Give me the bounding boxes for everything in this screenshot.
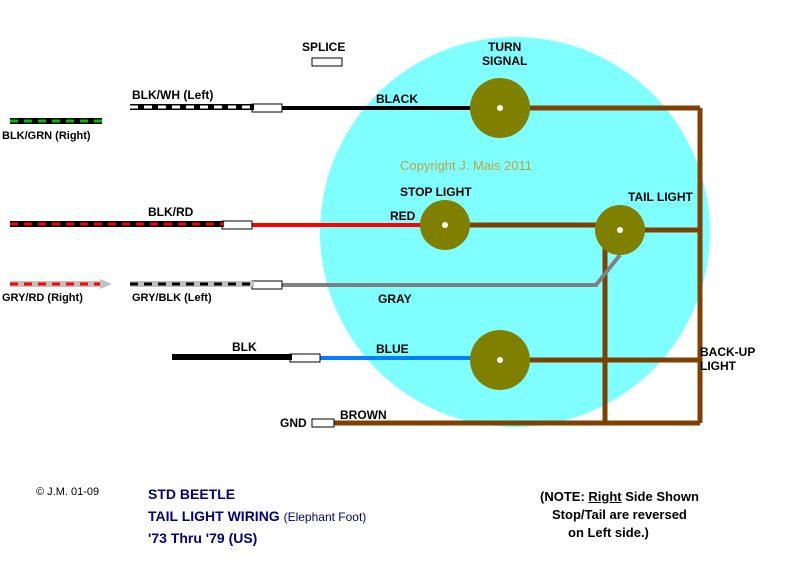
gry-rd-wire (10, 281, 102, 287)
black-label: BLACK (376, 92, 418, 106)
gray-label: GRAY (378, 292, 412, 306)
title-line1: STD BEETLE (148, 486, 235, 502)
brown-label: BROWN (340, 408, 387, 422)
blk-rd-wire (10, 221, 224, 227)
watermark: Copyright J. Mais 2011 (400, 158, 532, 173)
gry-blk-left-label: GRY/BLK (Left) (132, 292, 212, 304)
backup-light-bulb (470, 330, 530, 390)
gnd-label: GND (280, 416, 307, 430)
blk-wh-left-label: BLK/WH (Left) (132, 88, 213, 102)
blk-wh-wire (130, 104, 254, 110)
credit: © J.M. 01-09 (36, 486, 99, 498)
note-block: (NOTE: Right Side Shown Stop/Tail are re… (540, 488, 699, 542)
blk-grn-right-label: BLK/GRN (Right) (2, 130, 91, 142)
stop-light-label: STOP LIGHT (400, 185, 472, 199)
blk-solid-wire (172, 354, 292, 360)
blue-label: BLUE (376, 342, 409, 356)
blk-rd-label: BLK/RD (148, 205, 193, 219)
backup-light-label: BACK-UP LIGHT (700, 345, 755, 373)
turn-signal-bulb (470, 78, 530, 138)
blk-grn-wire (10, 118, 102, 124)
gry-rd-right-label: GRY/RD (Right) (2, 292, 83, 304)
blk-label: BLK (232, 340, 257, 354)
title-line2: TAIL LIGHT WIRING (Elephant Foot) (148, 508, 366, 524)
gry-blk-wire (130, 281, 254, 287)
splice-label: SPLICE (302, 40, 345, 54)
tail-light-label: TAIL LIGHT (628, 190, 693, 204)
stop-light-bulb (420, 200, 470, 250)
title-line3: '73 Thru '79 (US) (148, 530, 257, 546)
turn-signal-label: TURN SIGNAL (482, 40, 527, 68)
red-label: RED (390, 209, 415, 223)
tail-light-bulb (595, 205, 645, 255)
